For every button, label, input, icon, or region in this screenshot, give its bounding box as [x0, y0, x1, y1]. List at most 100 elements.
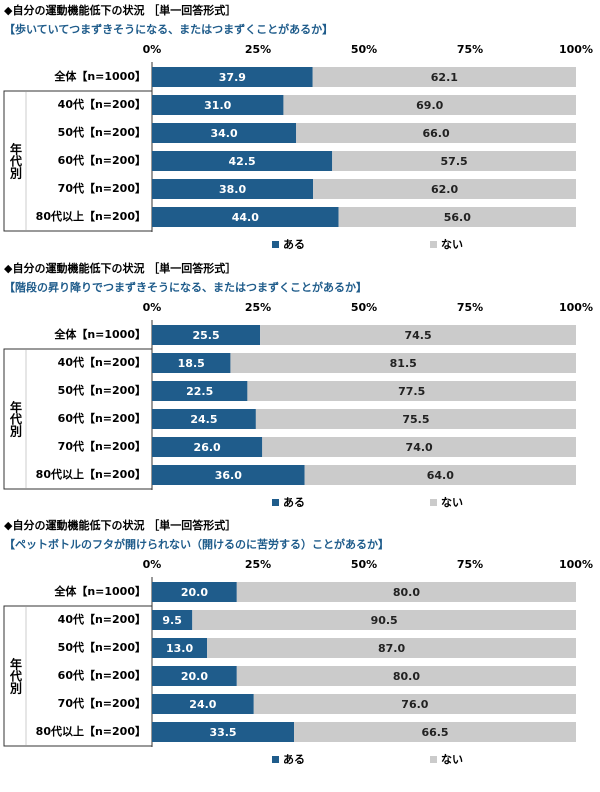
- bar-segment: [192, 610, 576, 630]
- bar-segment: [152, 465, 305, 485]
- legend-label: ある: [283, 238, 305, 251]
- chart-subtitle: 【階段の昇り降りでつまずきそうになる、またはつまずくことがあるか】: [4, 280, 367, 294]
- bar-segment: [253, 694, 576, 714]
- value-label: 24.5: [190, 413, 217, 426]
- legend-label: ない: [441, 753, 463, 766]
- bar-segment: [236, 666, 577, 686]
- value-label: 74.0: [406, 441, 433, 454]
- bar-segment: [255, 409, 576, 429]
- x-tick-label: 0%: [143, 301, 162, 314]
- bar-segment: [260, 325, 576, 345]
- category-label: 80代以上【n=200】: [36, 467, 146, 481]
- bar-segment: [152, 95, 284, 115]
- legend-swatch: [272, 241, 279, 248]
- value-label: 80.0: [393, 586, 420, 599]
- value-label: 66.5: [421, 726, 448, 739]
- bar-segment: [152, 151, 333, 171]
- bar-segment: [262, 437, 576, 457]
- bar-segment: [338, 207, 576, 227]
- bar-segment: [152, 666, 237, 686]
- x-tick-label: 25%: [245, 558, 271, 571]
- group-label: 年代別: [9, 142, 23, 180]
- legend-label: ある: [283, 753, 305, 766]
- value-label: 18.5: [178, 357, 205, 370]
- category-label: 40代【n=200】: [58, 355, 146, 369]
- bar-segment: [152, 437, 263, 457]
- bar-segment: [152, 610, 193, 630]
- bar-segment: [152, 353, 231, 373]
- x-tick-label: 25%: [245, 43, 271, 56]
- category-label: 80代以上【n=200】: [36, 724, 146, 738]
- category-label: 50代【n=200】: [58, 125, 146, 139]
- bar-segment: [152, 123, 297, 143]
- bar-segment: [230, 353, 576, 373]
- x-tick-label: 75%: [457, 301, 483, 314]
- value-label: 62.1: [431, 71, 458, 84]
- legend-swatch: [272, 756, 279, 763]
- value-label: 64.0: [427, 469, 454, 482]
- value-label: 90.5: [371, 614, 398, 627]
- chart-subtitle: 【ペットボトルのフタが開けられない（開けるのに苦労する）ことがあるか】: [4, 537, 389, 551]
- value-label: 9.5: [162, 614, 182, 627]
- category-label: 70代【n=200】: [58, 439, 146, 453]
- category-label: 70代【n=200】: [58, 696, 146, 710]
- value-label: 56.0: [444, 211, 471, 224]
- value-label: 36.0: [215, 469, 242, 482]
- category-label: 50代【n=200】: [58, 640, 146, 654]
- bar-segment: [283, 95, 576, 115]
- value-label: 69.0: [416, 99, 443, 112]
- bar-segment: [152, 381, 248, 401]
- value-label: 66.0: [423, 127, 450, 140]
- legend-label: ない: [441, 238, 463, 251]
- category-label: 70代【n=200】: [58, 181, 146, 195]
- legend-label: ある: [283, 496, 305, 509]
- group-label: 年代別: [9, 400, 23, 438]
- bar-segment: [294, 722, 576, 742]
- x-tick-label: 75%: [457, 43, 483, 56]
- value-label: 13.0: [166, 642, 193, 655]
- legend-swatch: [430, 756, 437, 763]
- category-label: 全体【n=1000】: [53, 327, 146, 341]
- chart-title: ◆自分の運動機能低下の状況 ［単一回答形式］: [4, 3, 236, 17]
- bar-segment: [152, 207, 339, 227]
- value-label: 75.5: [402, 413, 429, 426]
- value-label: 44.0: [232, 211, 259, 224]
- legend-swatch: [272, 499, 279, 506]
- bar-segment: [304, 465, 576, 485]
- bar-segment: [152, 179, 314, 199]
- value-label: 74.5: [404, 329, 431, 342]
- value-label: 25.5: [192, 329, 219, 342]
- bar-segment: [296, 123, 576, 143]
- value-label: 33.5: [209, 726, 236, 739]
- group-bracket: [3, 90, 152, 232]
- x-tick-label: 50%: [351, 301, 377, 314]
- chart-subtitle: 【歩いていてつまずきそうになる、またはつまずくことがあるか】: [4, 22, 333, 36]
- value-label: 76.0: [401, 698, 428, 711]
- bar-segment: [152, 409, 256, 429]
- value-label: 20.0: [181, 586, 208, 599]
- x-tick-label: 100%: [559, 43, 593, 56]
- value-label: 77.5: [398, 385, 425, 398]
- bar-segment: [152, 325, 261, 345]
- value-label: 34.0: [211, 127, 238, 140]
- x-tick-label: 25%: [245, 301, 271, 314]
- value-label: 38.0: [219, 183, 246, 196]
- bar-segment: [247, 381, 576, 401]
- category-label: 80代以上【n=200】: [36, 209, 146, 223]
- x-tick-label: 50%: [351, 558, 377, 571]
- value-label: 62.0: [431, 183, 458, 196]
- value-label: 31.0: [204, 99, 231, 112]
- bar-segment: [312, 67, 576, 87]
- group-label: 年代別: [9, 657, 23, 695]
- value-label: 81.5: [390, 357, 417, 370]
- x-tick-label: 100%: [559, 301, 593, 314]
- group-bracket: [3, 605, 152, 747]
- value-label: 24.0: [189, 698, 216, 711]
- group-bracket: [3, 348, 152, 490]
- value-label: 80.0: [393, 670, 420, 683]
- value-label: 87.0: [378, 642, 405, 655]
- value-label: 57.5: [441, 155, 468, 168]
- bar-segment: [152, 694, 254, 714]
- bar-segment: [313, 179, 576, 199]
